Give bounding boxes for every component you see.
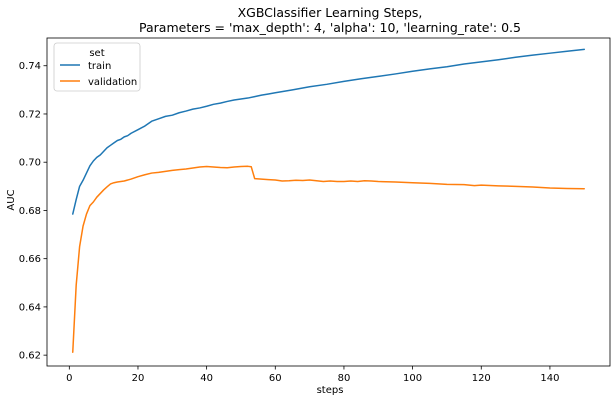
legend-label-train: train	[88, 61, 111, 72]
y-tick-label: 0.72	[19, 109, 41, 120]
x-tick-label: 0	[66, 373, 72, 384]
x-tick-label: 140	[540, 373, 559, 384]
y-tick-label: 0.62	[19, 351, 41, 362]
y-axis-label: AUC	[6, 189, 17, 210]
y-tick-label: 0.74	[19, 61, 41, 72]
x-tick-label: 40	[200, 373, 213, 384]
y-tick-label: 0.68	[19, 206, 41, 217]
legend-label-validation: validation	[88, 77, 137, 88]
series-layer	[72, 48, 585, 353]
x-tick-label: 60	[269, 373, 282, 384]
x-axis-label: steps	[317, 385, 344, 396]
x-tick-label: 100	[403, 373, 422, 384]
legend-box	[53, 42, 141, 92]
x-axis-ticks: 0 20 40 60 80 100 120 140	[66, 366, 559, 384]
x-tick-label: 120	[472, 373, 491, 384]
legend: set train validation	[53, 42, 141, 92]
plot-frame	[46, 37, 611, 367]
legend-title: set	[89, 48, 104, 59]
series-line-train	[72, 48, 585, 215]
x-tick-label: 20	[132, 373, 145, 384]
x-tick-label: 80	[338, 373, 351, 384]
chart-title: XGBClassifier Learning Steps,	[238, 5, 423, 20]
y-tick-label: 0.66	[19, 254, 41, 265]
chart-subtitle: Parameters = 'max_depth': 4, 'alpha': 10…	[139, 20, 521, 35]
y-tick-label: 0.70	[19, 158, 41, 169]
y-axis-ticks: 0.62 0.64 0.66 0.68 0.70 0.72 0.74	[19, 61, 47, 362]
y-tick-label: 0.64	[19, 302, 41, 313]
series-line-validation	[72, 165, 585, 353]
